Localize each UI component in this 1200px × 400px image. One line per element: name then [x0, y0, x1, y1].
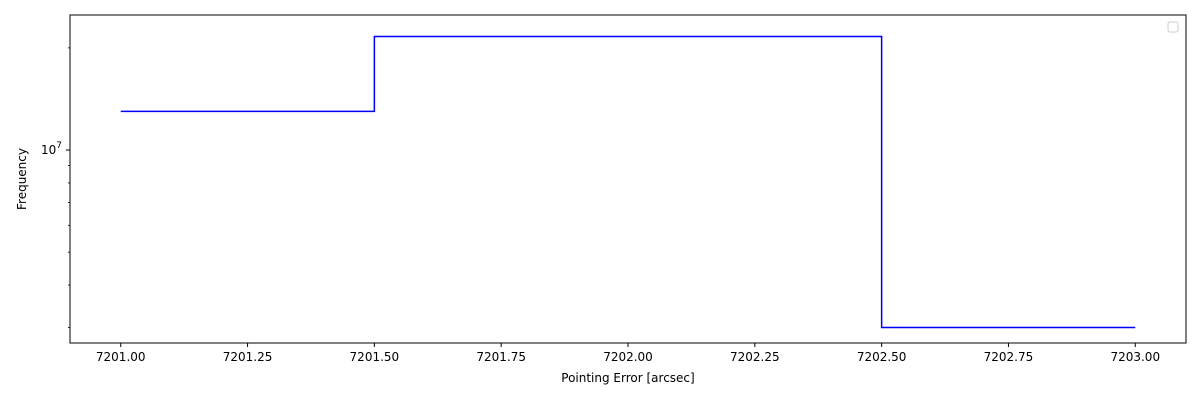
x-tick-label: 7202.75 — [984, 350, 1034, 364]
x-tick-label: 7202.50 — [857, 350, 907, 364]
x-tick-label: 7203.00 — [1110, 350, 1160, 364]
y-axis: 107 — [41, 47, 70, 328]
series-line — [120, 35, 1136, 329]
y-tick-label: 107 — [41, 141, 62, 157]
x-axis: 7201.00 7201.25 7201.50 7201.75 7202.00 7202.… — [96, 343, 1160, 364]
x-tick-label: 7201.75 — [476, 350, 526, 364]
y-axis-label: Frequency — [15, 148, 29, 210]
legend-box — [1167, 21, 1179, 33]
x-tick-label: 7202.00 — [603, 350, 653, 364]
x-tick-label: 7201.00 — [96, 350, 146, 364]
plot-frame — [69, 14, 1187, 344]
x-tick-label: 7201.50 — [350, 350, 400, 364]
x-axis-label: Pointing Error [arcsec] — [561, 371, 694, 385]
x-tick-label: 7202.25 — [730, 350, 780, 364]
chart-marks — [120, 35, 1136, 329]
x-tick-label: 7201.25 — [223, 350, 273, 364]
